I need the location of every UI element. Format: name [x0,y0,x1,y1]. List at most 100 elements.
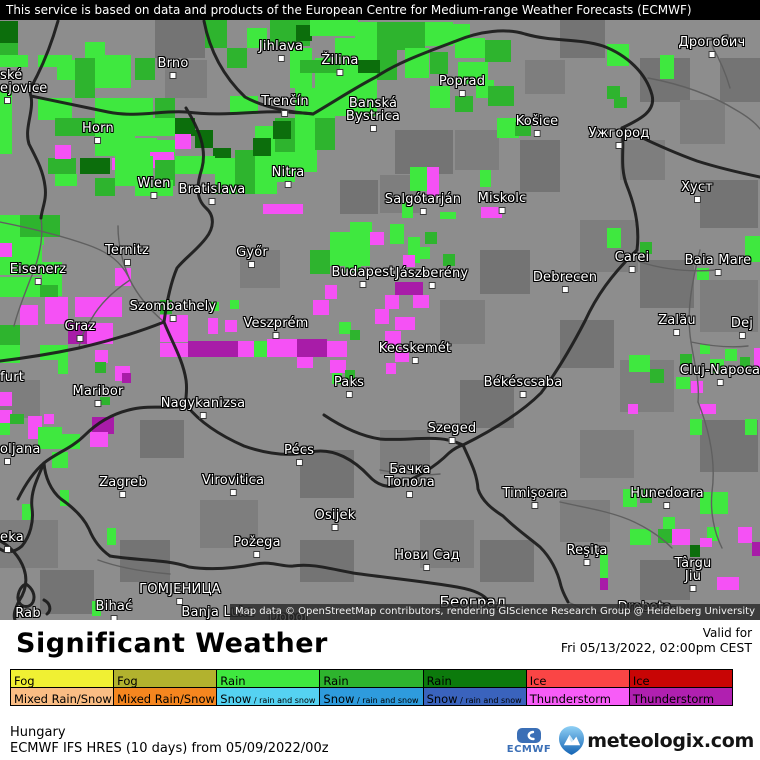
city-label: Дрогобич [679,36,746,58]
precipitation-cell [95,362,106,373]
precipitation-cell [253,138,271,156]
legend-item: Rainmoderate [320,670,424,688]
map-terrain-tile [340,180,378,214]
precipitation-cell [700,344,710,354]
precipitation-cell [95,55,131,88]
precipitation-cell [402,202,413,218]
city-marker [336,69,344,76]
city-label: Szeged [428,422,477,444]
precipitation-cell [267,339,297,357]
precipitation-cell [62,434,80,449]
precipitation-cell [425,232,437,244]
legend-item: Rainlight [217,670,321,688]
precipitation-cell [607,228,621,248]
city-marker [34,278,42,285]
city-marker [411,357,419,364]
precipitation-cell [310,20,358,36]
precipitation-cell [430,52,448,74]
city-marker [248,261,256,268]
city-label: Horn [82,122,114,144]
city-label: Dej [731,317,753,339]
city-marker [369,125,377,132]
precipitation-cell [22,504,31,520]
map-terrain-tile [720,58,760,102]
precipitation-cell [358,60,380,73]
precipitation-cell [208,318,218,334]
city-label: Budapest [331,266,394,288]
map-terrain-tile [200,500,258,548]
city-marker [533,130,541,137]
precipitation-cell [20,305,38,325]
ecmwf-logo-icon [516,728,541,743]
city-label: Бачка Топола [385,463,435,498]
precipitation-cell [107,528,116,545]
precipitation-cell [95,118,135,156]
city-marker [199,412,207,419]
precipitation-cell [339,322,351,334]
precipitation-cell [385,331,401,348]
city-marker [359,281,367,288]
ecmwf-disclaimer-banner: This service is based on data and produc… [0,0,760,20]
meteologix-logo[interactable]: meteologix.com [559,726,754,755]
precipitation-cell [707,527,719,541]
precipitation-cell [313,300,329,315]
meteologix-drop-icon [559,726,585,755]
city-label: Ужгород [588,127,649,149]
city-marker [277,55,285,62]
precipitation-cell [87,323,113,344]
precipitation-cell [717,577,739,590]
precipitation-cell [680,354,692,366]
city-label: Reşiţa [566,544,607,566]
city-label: Békéscsaba [484,376,563,398]
city-label: ské ejovice [0,69,47,104]
precipitation-cell [676,377,690,389]
precipitation-cell [430,86,450,108]
precipitation-cell [630,529,651,545]
precipitation-cell [60,490,69,506]
precipitation-cell [386,363,396,374]
city-marker [673,329,681,336]
city-marker [4,458,11,465]
precipitation-cell [55,174,77,186]
city-marker [208,198,216,205]
precipitation-cell [135,180,173,196]
region-label: Hungary [10,725,66,740]
precipitation-cell [254,341,267,357]
legend-item: Thunderstormlight/moderate [526,688,630,706]
precipitation-cell [725,349,737,361]
precipitation-cell [488,86,514,106]
legend-item: Rainheavy [423,670,527,688]
city-marker [689,585,697,592]
precipitation-cell [754,348,760,368]
city-marker [253,551,261,558]
city-marker [229,489,237,496]
map-terrain-tile [700,180,758,228]
city-marker [169,72,177,79]
city-label: Brno [157,57,188,79]
city-marker [458,90,466,97]
precipitation-cell [425,22,453,46]
precipitation-cell [515,122,531,136]
city-label: ГОМЈЕНИЦА [139,583,221,605]
city-marker [663,502,671,509]
precipitation-cell [310,250,330,274]
map-terrain-tile [520,140,560,192]
map-terrain-tile [480,250,530,294]
precipitation-cell [215,158,235,194]
precipitation-cell [413,295,429,308]
city-marker [693,196,701,203]
city-marker [331,524,339,531]
precipitation-cell [175,156,215,174]
city-marker [284,181,292,188]
precipitation-cell [403,255,415,267]
precipitation-cell [80,158,110,174]
precipitation-cell [0,128,12,154]
precipitation-cell [95,350,108,363]
precipitation-cell [481,207,502,218]
map-canvas[interactable]: Jihlava Brno Žilina Trenčín Banská Bystrica Po… [0,0,760,620]
map-terrain-tile [480,540,534,582]
info-panel: Significant Weather Valid for Fri 05/13/… [0,620,760,760]
city-label: Zagreb [99,476,147,498]
city-marker [110,615,118,620]
city-label: Nitra [272,166,305,188]
